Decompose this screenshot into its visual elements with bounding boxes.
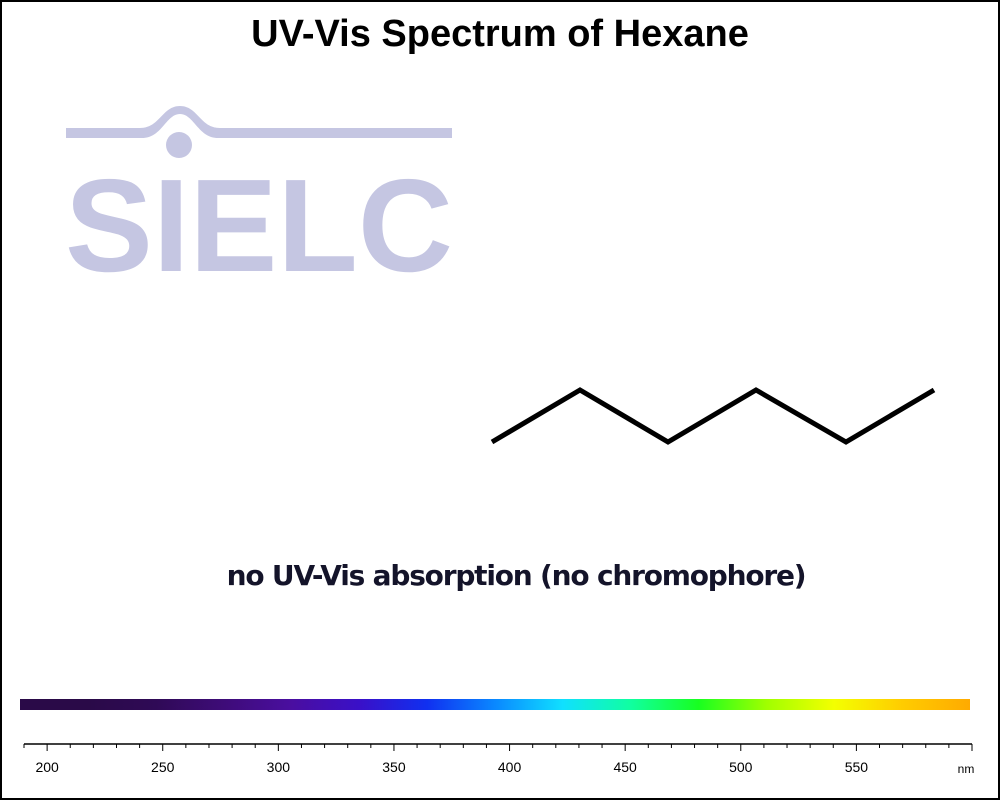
x-tick-label: 400 — [498, 759, 522, 775]
x-tick-label: 250 — [151, 759, 175, 775]
x-tick-label: 500 — [729, 759, 753, 775]
x-tick-label: 300 — [267, 759, 291, 775]
spectrum-color-bar — [20, 699, 970, 710]
x-tick-label: 350 — [382, 759, 406, 775]
x-tick-label: 550 — [845, 759, 869, 775]
no-absorption-note: no UV-Vis absorption (no chromophore) — [226, 559, 807, 592]
sielc-logo: SIELC — [65, 106, 453, 280]
x-tick-label: 200 — [35, 759, 59, 775]
x-axis: 200 250 300 350 400 450 500 550 nm — [23, 743, 975, 776]
hexane-structure — [490, 387, 936, 445]
x-tick-label: 450 — [613, 759, 637, 775]
chart-title: UV-Vis Spectrum of Hexane — [251, 13, 749, 55]
x-axis-unit: nm — [958, 762, 975, 776]
logo-text: SIELC — [65, 152, 453, 280]
